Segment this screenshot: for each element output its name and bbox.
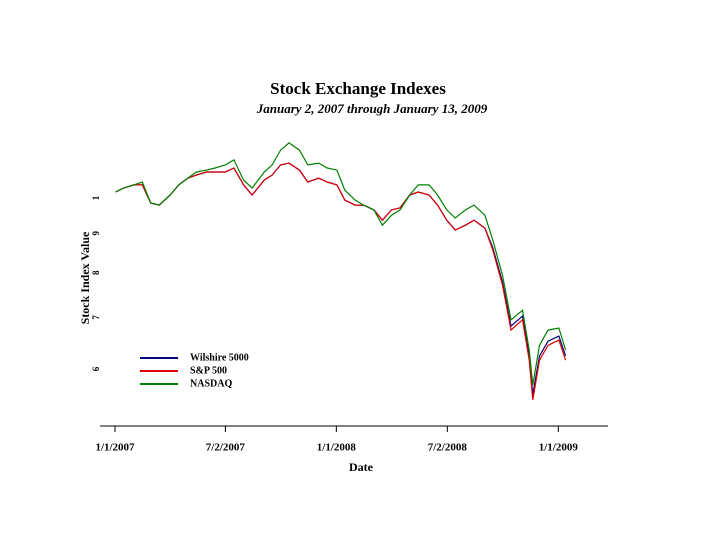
chart-title: Stock Exchange Indexes: [270, 79, 446, 98]
chart-subtitle: January 2, 2007 through January 13, 2009: [256, 101, 488, 116]
legend-label: S&P 500: [190, 365, 227, 376]
y-tick-label: 7: [91, 315, 101, 320]
series-line: [115, 142, 567, 386]
legend-label: NASDAQ: [190, 378, 232, 389]
y-axis-label: Stock Index Value: [78, 231, 92, 324]
y-tick-label: 1: [91, 195, 101, 200]
x-tick-label: 1/1/2009: [539, 442, 579, 454]
x-tick-label: 7/2/2007: [206, 442, 246, 454]
y-tick-label: 6: [91, 366, 101, 371]
x-axis-label: Date: [349, 460, 374, 474]
x-tick-label: 7/2/2008: [428, 442, 468, 454]
series-line: [115, 162, 567, 400]
y-tick-label: 8: [91, 270, 101, 275]
x-tick-label: 1/1/2008: [317, 442, 357, 454]
x-tick-label: 1/1/2007: [95, 442, 135, 454]
legend-label: Wilshire 5000: [190, 352, 249, 363]
y-tick-label: 9: [91, 231, 101, 236]
